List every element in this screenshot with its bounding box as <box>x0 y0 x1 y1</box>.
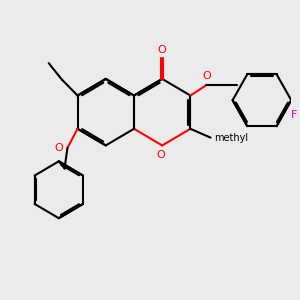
Text: O: O <box>54 143 63 153</box>
Text: O: O <box>202 71 211 81</box>
Text: O: O <box>158 45 167 55</box>
Text: O: O <box>156 150 165 160</box>
Text: methyl: methyl <box>214 133 248 142</box>
Text: F: F <box>291 110 297 120</box>
